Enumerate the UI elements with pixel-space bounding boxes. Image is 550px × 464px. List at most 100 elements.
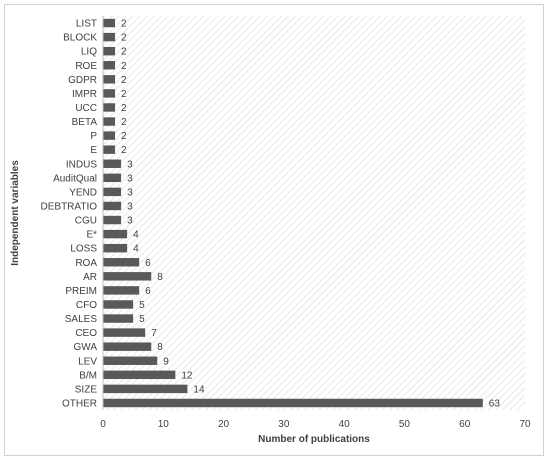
bar-block [103, 32, 116, 42]
bars-group [103, 18, 483, 408]
value-label: 3 [127, 187, 133, 198]
x-tick-label: 0 [100, 419, 106, 430]
x-tick-label: 60 [459, 419, 471, 430]
category-label: UCC [75, 103, 97, 114]
category-label: SIZE [75, 384, 98, 395]
category-label: PREIM [65, 286, 97, 297]
bar-impr [103, 89, 116, 98]
category-label: E* [86, 230, 97, 241]
category-label: BETA [72, 117, 98, 128]
category-label: YEND [69, 187, 97, 198]
x-tick-label: 40 [339, 419, 351, 430]
category-label: AR [83, 272, 97, 283]
value-label: 8 [157, 272, 163, 283]
value-label: 14 [193, 384, 205, 395]
category-label: LIST [76, 19, 97, 30]
category-labels: LIST BLOCK LIQ ROE GDPR IMPR UCC BETA PE INDUS Aud… [41, 19, 98, 410]
bar-ucc [103, 103, 116, 112]
category-label: CGU [75, 216, 97, 227]
value-label: 6 [145, 286, 151, 297]
category-label: CFO [76, 300, 97, 311]
bar-cfo [103, 300, 134, 309]
category-label: BLOCK [63, 33, 97, 44]
value-label: 3 [127, 159, 133, 170]
category-label: GDPR [68, 75, 97, 86]
value-label: 3 [127, 173, 133, 184]
value-label: 4 [133, 230, 139, 241]
category-label: GWA [73, 342, 97, 353]
bar-ceo [103, 328, 146, 337]
value-label: 3 [127, 216, 133, 227]
value-label: 2 [121, 103, 127, 114]
bar-liq [103, 46, 116, 56]
bar-gdpr [103, 75, 116, 84]
category-label: ROA [75, 258, 97, 269]
value-label: 7 [151, 328, 157, 339]
bar-b-m [103, 370, 176, 380]
category-label: SALES [65, 314, 98, 325]
x-axis-title: Number of publications [258, 434, 370, 445]
bar-e [103, 145, 116, 154]
category-label: INDUS [66, 159, 97, 170]
bar-other [103, 398, 483, 408]
x-tick-labels: 0 10 20 30 40 50 60 70 [100, 419, 531, 430]
value-label: 2 [121, 47, 127, 58]
category-label: B/M [79, 370, 97, 381]
category-label: CEO [75, 328, 97, 339]
value-label: 2 [121, 89, 127, 100]
category-label: LIQ [81, 47, 97, 58]
category-label: P [90, 131, 97, 142]
value-label: 2 [121, 117, 127, 128]
value-label: 5 [139, 314, 145, 325]
x-tick-label: 20 [218, 419, 230, 430]
value-label: 2 [121, 131, 127, 142]
x-tick-label: 50 [399, 419, 411, 430]
category-label: ROE [75, 61, 97, 72]
value-label: 6 [145, 258, 151, 269]
value-label: 63 [489, 398, 501, 409]
bar-beta [103, 117, 116, 126]
value-label: 2 [121, 145, 127, 156]
x-tick-label: 10 [158, 419, 170, 430]
category-label: LEV [78, 356, 97, 367]
bar-p [103, 131, 116, 140]
bar-auditqual [103, 173, 122, 183]
bar-sales [103, 314, 134, 323]
y-axis-title: Independent variables [10, 160, 21, 266]
bar-cgu [103, 215, 122, 225]
value-label: 2 [121, 61, 127, 72]
bar-yend [103, 187, 122, 197]
bar-roe [103, 61, 116, 70]
value-label: 2 [121, 33, 127, 44]
value-label: 2 [121, 75, 127, 86]
value-label: 12 [181, 370, 193, 381]
x-tick-label: 70 [519, 419, 531, 430]
bar-preim [103, 286, 140, 295]
bar-loss [103, 243, 128, 253]
category-label: LOSS [70, 244, 97, 255]
value-label: 3 [127, 201, 133, 212]
value-label: 5 [139, 300, 145, 311]
category-label: OTHER [62, 398, 97, 409]
category-label: E [90, 145, 97, 156]
bar-e- [103, 229, 128, 239]
bar-ar [103, 272, 152, 281]
bar-debtratio [103, 201, 122, 211]
x-tick-label: 30 [278, 419, 290, 430]
bar-lev [103, 356, 158, 365]
category-label: IMPR [72, 89, 97, 100]
value-label: 2 [121, 19, 127, 30]
bar-size [103, 384, 188, 394]
bar-roa [103, 258, 140, 267]
plot-area [103, 16, 525, 410]
bar-list [103, 18, 116, 28]
category-label: AuditQual [53, 173, 97, 184]
category-label: DEBTRATIO [41, 201, 98, 212]
value-label: 8 [157, 342, 163, 353]
bar-indus [103, 159, 122, 168]
value-label: 4 [133, 244, 139, 255]
value-label: 9 [163, 356, 169, 367]
bar-gwa [103, 342, 152, 351]
